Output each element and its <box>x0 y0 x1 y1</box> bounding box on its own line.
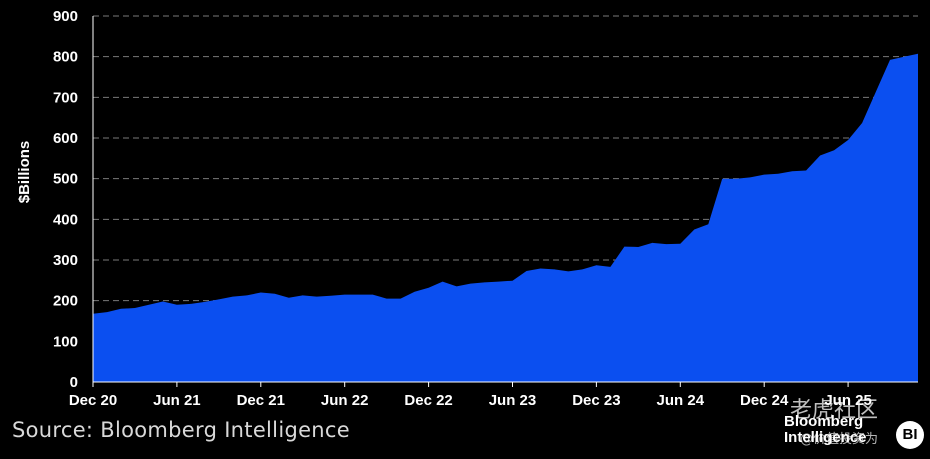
y-tick-label: 800 <box>53 49 78 66</box>
y-tick-label: 500 <box>53 171 78 188</box>
x-tick-label: Dec 21 <box>237 392 285 409</box>
y-tick-label: 0 <box>70 374 78 391</box>
area-series <box>92 53 919 383</box>
source-note: Source: Bloomberg Intelligence <box>12 418 350 442</box>
x-tick-label: Jun 23 <box>489 392 537 409</box>
watermark-subtext: @价值投资为 <box>800 432 879 447</box>
x-tick-labels: Dec 20 Jun 21 Dec 21 Jun 22 Dec 22 Jun 23 Dec … <box>69 392 872 409</box>
y-tick-labels: 0 100 200 300 400 500 600 700 800 900 <box>53 8 78 391</box>
x-tick-label: Dec 23 <box>572 392 620 409</box>
y-tick-label: 700 <box>53 89 78 106</box>
bloomberg-intelligence-logo: Bloomberg Intelligence <box>784 414 867 446</box>
logo-line-1: Bloomberg <box>784 413 864 430</box>
x-tick-label: Jun 25 <box>824 392 872 409</box>
y-tick-label: 200 <box>53 293 78 310</box>
y-tick-label: 100 <box>53 333 78 350</box>
area-fill <box>93 53 918 383</box>
x-tick-label: Dec 22 <box>404 392 452 409</box>
y-tick-label: 400 <box>53 211 78 228</box>
y-tick-label: 600 <box>53 130 78 147</box>
y-axis-label: $Billions <box>16 141 33 204</box>
axes <box>92 16 918 387</box>
bi-badge-icon: BI <box>896 421 924 449</box>
logo-line-2: Intelligence <box>784 429 867 446</box>
x-tick-label: Jun 22 <box>321 392 369 409</box>
y-tick-label: 300 <box>53 252 78 269</box>
watermark-text: 老虎社区 <box>790 398 879 423</box>
y-tick-label: 900 <box>53 8 78 25</box>
x-tick-label: Jun 24 <box>657 392 705 409</box>
x-tick-label: Jun 21 <box>153 392 201 409</box>
x-tick-label: Dec 20 <box>69 392 117 409</box>
x-tick-label: Dec 24 <box>740 392 789 409</box>
